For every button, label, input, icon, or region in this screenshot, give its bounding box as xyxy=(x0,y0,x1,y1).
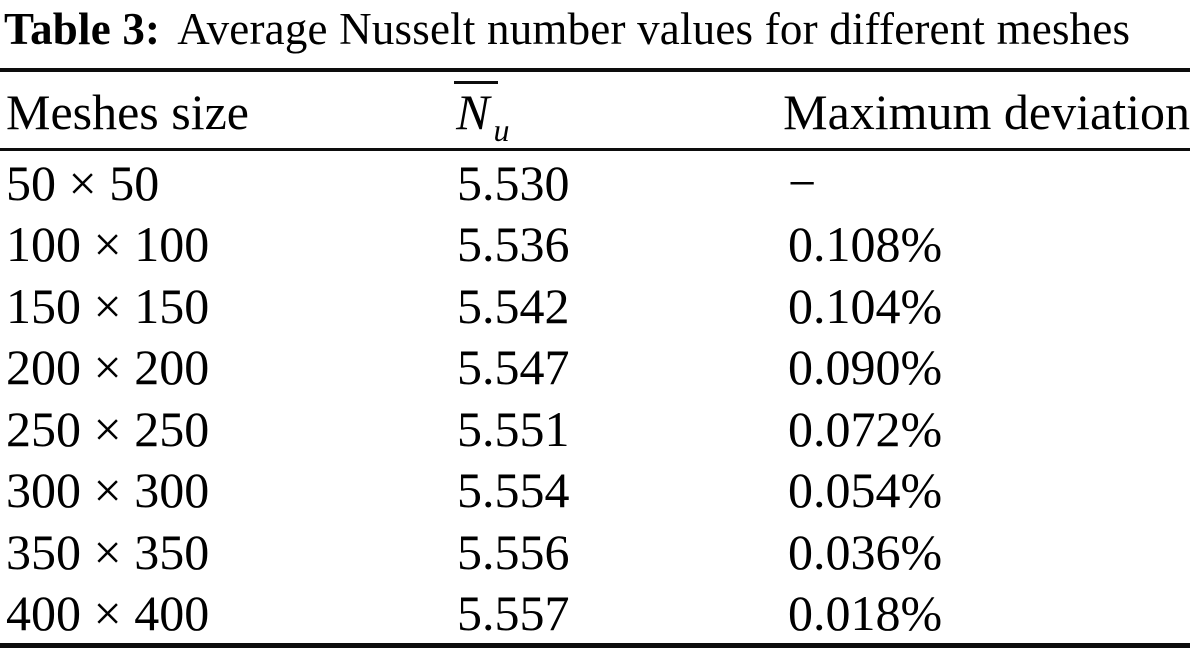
deviation-cell: 0.090% xyxy=(788,339,943,396)
table-row: 400 × 400 5.557 0.018% xyxy=(0,582,1190,644)
deviation-cell: 0.072% xyxy=(788,400,943,457)
mesh-size-cell: 350 × 350 xyxy=(6,523,210,580)
nusselt-value-cell: 5.536 xyxy=(457,216,570,273)
table-row: 300 × 300 5.554 0.054% xyxy=(0,459,1190,521)
deviation-cell: − xyxy=(788,154,817,211)
deviation-cell: 0.036% xyxy=(788,523,943,580)
nusselt-symbol-subscript: u xyxy=(493,112,510,148)
mesh-size-cell: 100 × 100 xyxy=(6,216,210,273)
nusselt-value-cell: 5.556 xyxy=(457,523,570,580)
mesh-size-cell: 400 × 400 xyxy=(6,585,210,642)
table-row: 150 × 150 5.542 0.104% xyxy=(0,274,1190,336)
mesh-size-cell: 200 × 200 xyxy=(6,339,210,396)
table-row: 250 × 250 5.551 0.072% xyxy=(0,397,1190,459)
mesh-size-cell: 50 × 50 xyxy=(6,154,160,211)
nusselt-symbol-base: N xyxy=(454,81,498,137)
nusselt-value-cell: 5.547 xyxy=(457,339,570,396)
mesh-size-cell: 300 × 300 xyxy=(6,462,210,519)
nusselt-value-cell: 5.554 xyxy=(457,462,570,519)
column-header-meshes-size: Meshes size xyxy=(6,84,249,140)
table-row: 200 × 200 5.547 0.090% xyxy=(0,336,1190,398)
nusselt-value-cell: 5.557 xyxy=(457,585,570,642)
table-row: 50 × 50 5.530 − xyxy=(0,151,1190,213)
table-caption: Table 3: Average Nusselt number values fo… xyxy=(0,0,1190,57)
deviation-cell: 0.108% xyxy=(788,216,943,273)
table-caption-text: Average Nusselt number values for differ… xyxy=(177,4,1131,54)
deviation-cell: 0.054% xyxy=(788,462,943,519)
table-row: 350 × 350 5.556 0.036% xyxy=(0,520,1190,582)
table-caption-label: Table 3: xyxy=(4,4,161,54)
mesh-size-cell: 150 × 150 xyxy=(6,277,210,334)
deviation-cell: 0.104% xyxy=(788,277,943,334)
deviation-cell: 0.018% xyxy=(788,585,943,642)
nusselt-value-cell: 5.530 xyxy=(457,154,570,211)
column-header-maximum-deviation: Maximum deviation xyxy=(783,84,1190,140)
nusselt-value-cell: 5.542 xyxy=(457,277,570,334)
nusselt-value-cell: 5.551 xyxy=(457,400,570,457)
mesh-size-cell: 250 × 250 xyxy=(6,400,210,457)
table-row: 100 × 100 5.536 0.108% xyxy=(0,213,1190,275)
